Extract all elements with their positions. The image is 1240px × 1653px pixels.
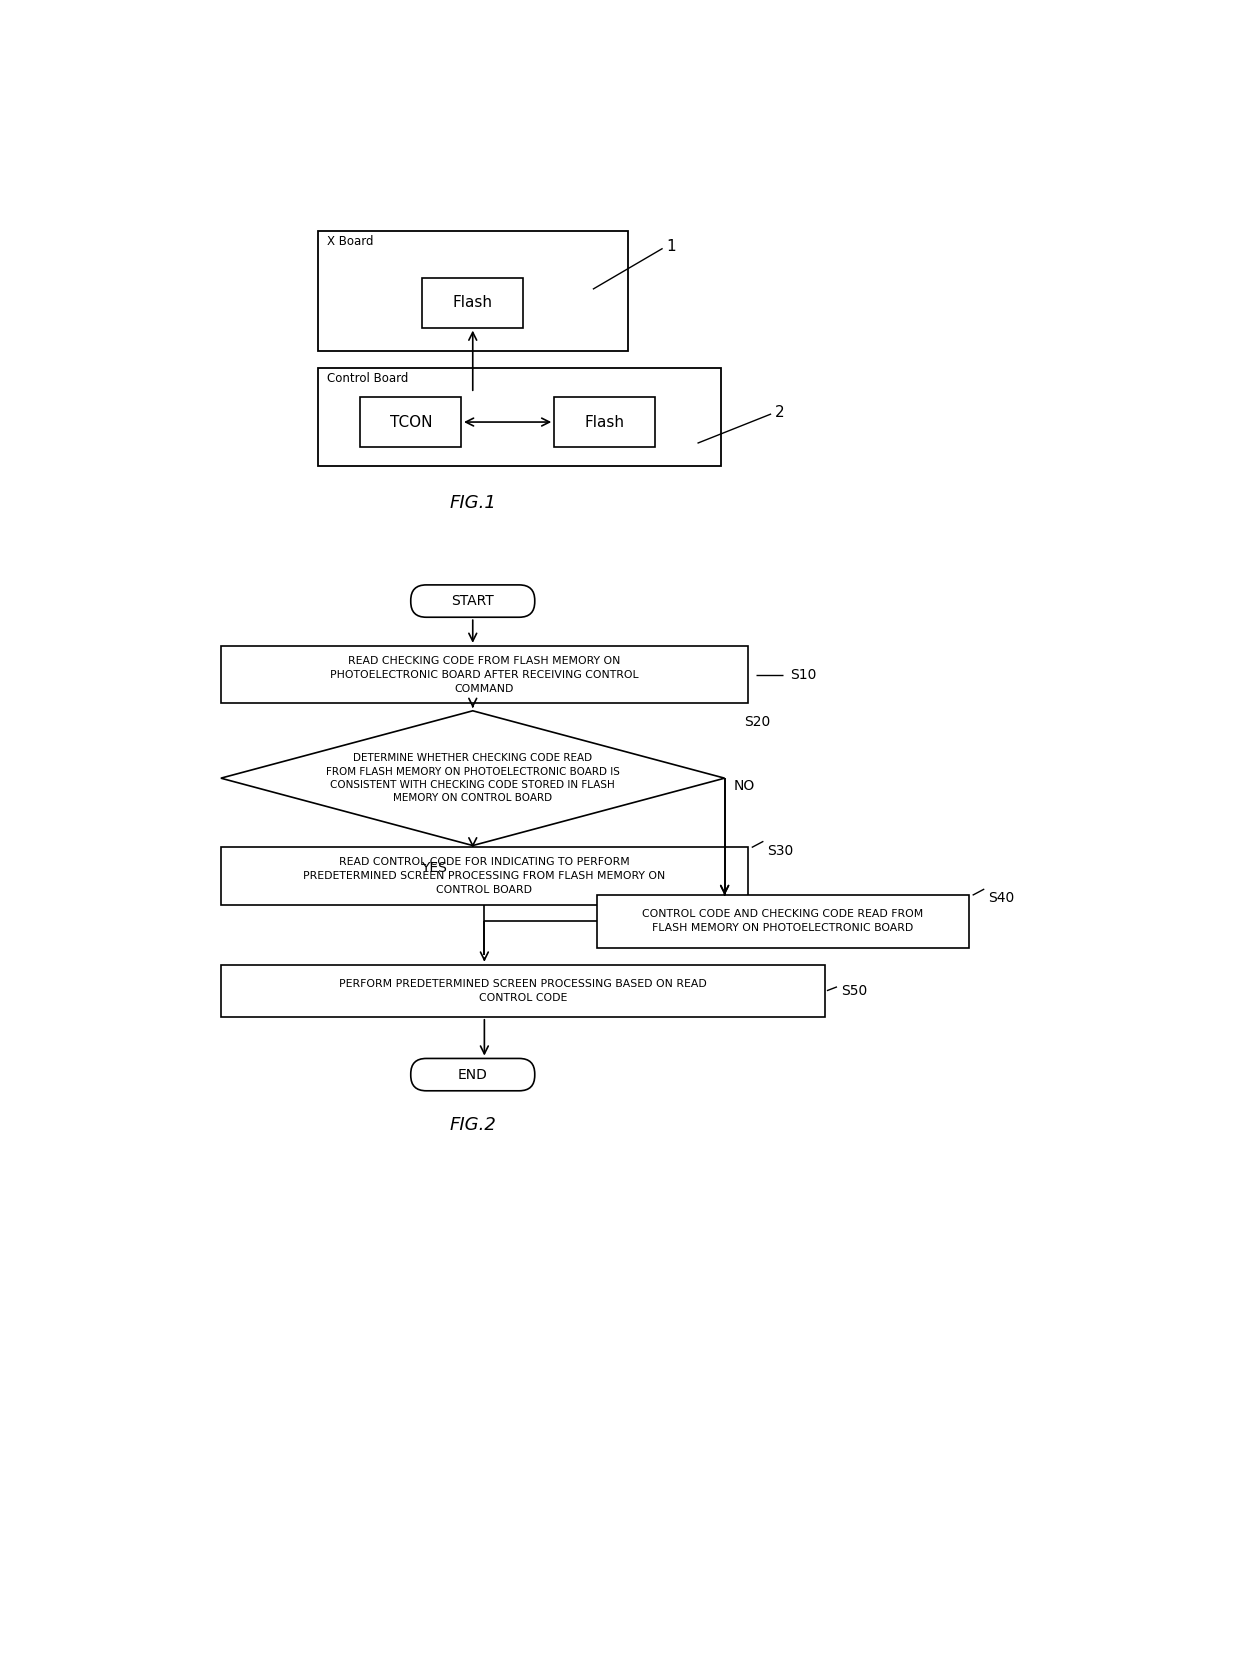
Text: NO: NO <box>734 779 755 793</box>
Text: DETERMINE WHETHER CHECKING CODE READ
FROM FLASH MEMORY ON PHOTOELECTRONIC BOARD : DETERMINE WHETHER CHECKING CODE READ FRO… <box>326 754 620 803</box>
Text: S20: S20 <box>744 714 770 729</box>
Text: READ CHECKING CODE FROM FLASH MEMORY ON
PHOTOELECTRONIC BOARD AFTER RECEIVING CO: READ CHECKING CODE FROM FLASH MEMORY ON … <box>330 656 639 694</box>
Text: START: START <box>451 593 494 608</box>
Text: 1: 1 <box>667 240 676 255</box>
Text: PERFORM PREDETERMINED SCREEN PROCESSING BASED ON READ
CONTROL CODE: PERFORM PREDETERMINED SCREEN PROCESSING … <box>340 979 707 1003</box>
Text: TCON: TCON <box>389 415 432 430</box>
Text: Flash: Flash <box>584 415 625 430</box>
Text: CONTROL CODE AND CHECKING CODE READ FROM
FLASH MEMORY ON PHOTOELECTRONIC BOARD: CONTROL CODE AND CHECKING CODE READ FROM… <box>642 909 924 934</box>
Polygon shape <box>221 711 724 846</box>
FancyBboxPatch shape <box>221 964 826 1017</box>
FancyBboxPatch shape <box>554 397 655 446</box>
Text: S10: S10 <box>791 668 817 681</box>
Text: S30: S30 <box>768 843 794 858</box>
FancyBboxPatch shape <box>410 585 534 617</box>
Text: X Board: X Board <box>327 235 373 248</box>
Text: Flash: Flash <box>453 296 492 311</box>
FancyBboxPatch shape <box>410 1058 534 1091</box>
Text: 2: 2 <box>775 405 785 420</box>
Text: FIG.1: FIG.1 <box>449 494 496 511</box>
FancyBboxPatch shape <box>596 896 968 947</box>
Text: END: END <box>458 1068 487 1081</box>
Text: Control Board: Control Board <box>327 372 408 385</box>
FancyBboxPatch shape <box>221 646 748 704</box>
FancyBboxPatch shape <box>317 231 627 350</box>
FancyBboxPatch shape <box>423 278 523 327</box>
Text: READ CONTROL CODE FOR INDICATING TO PERFORM
PREDETERMINED SCREEN PROCESSING FROM: READ CONTROL CODE FOR INDICATING TO PERF… <box>304 858 666 896</box>
FancyBboxPatch shape <box>317 367 720 466</box>
Text: FIG.2: FIG.2 <box>449 1116 496 1134</box>
Text: S50: S50 <box>841 984 867 998</box>
FancyBboxPatch shape <box>361 397 461 446</box>
FancyBboxPatch shape <box>221 848 748 906</box>
Text: YES: YES <box>422 861 446 874</box>
Text: S40: S40 <box>988 891 1014 906</box>
